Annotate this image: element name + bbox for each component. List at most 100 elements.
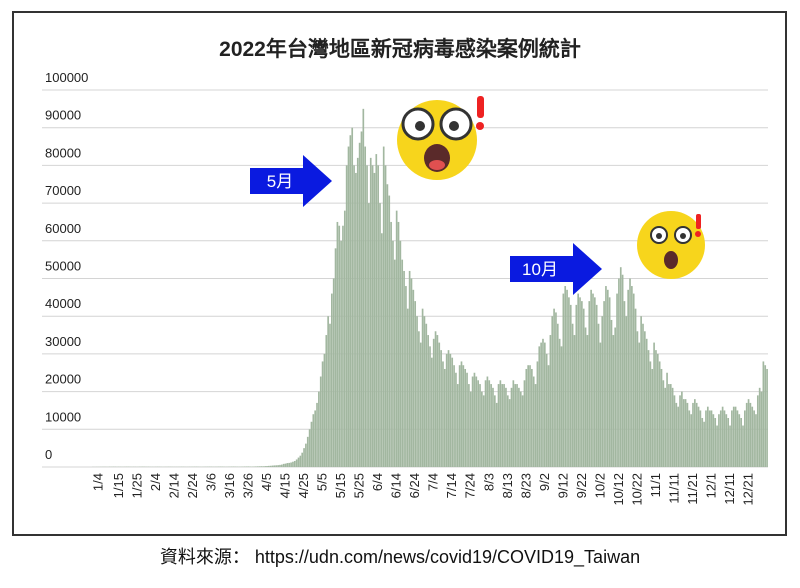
bar [703,422,705,467]
bar [561,346,563,467]
bar [755,414,757,467]
bar [598,324,600,467]
bar [374,173,376,467]
bar [470,392,472,467]
bar [524,380,526,467]
bar [490,384,492,467]
bar [466,373,468,467]
bar [481,392,483,467]
bar [448,350,450,467]
bar [429,346,431,467]
bar [453,365,455,467]
bar [587,335,589,467]
bar [553,309,555,467]
bar [642,324,644,467]
x-tick-label: 3/6 [203,473,218,491]
bar [396,211,398,467]
x-tick-label: 7/4 [426,473,441,491]
bar [498,384,500,467]
bar [511,388,513,467]
y-tick-label: 0 [45,447,52,462]
bar [575,305,577,467]
chart-title: 2022年台灣地區新冠病毒感染案例統計 [219,37,581,61]
bar [629,279,631,468]
annotation: 5月 [267,172,293,191]
bar [418,331,420,467]
bar [420,343,422,467]
bar [468,384,470,467]
bar [333,279,335,468]
x-tick-label: 2/24 [185,473,200,498]
bar [525,369,527,467]
bar [474,373,476,467]
x-tick-label: 5/5 [315,473,330,491]
bar [479,384,481,467]
bar [742,426,744,467]
bar [385,165,387,467]
bar [729,426,731,467]
bar [403,271,405,467]
bar [661,369,663,467]
x-tick-label: 10/22 [629,473,644,506]
bar [568,297,570,467]
x-tick-label: 11/21 [685,473,700,505]
emoji [637,211,705,279]
bar [475,377,477,467]
bar [416,316,418,467]
y-tick-label: 50000 [45,259,81,274]
bar [594,297,596,467]
bar [633,294,635,467]
y-tick-label: 20000 [45,372,81,387]
bar [496,403,498,467]
bar [437,335,439,467]
bar [520,392,522,467]
bar [574,335,576,467]
bar [266,466,268,467]
bar [663,380,665,467]
bar [648,350,650,467]
bar [701,418,703,467]
bar [387,184,389,467]
bar [290,462,292,467]
bar [605,286,607,467]
x-tick-label: 8/23 [518,473,533,498]
bar [279,465,281,467]
bar [713,414,715,467]
bar [450,354,452,467]
bar [283,464,285,467]
bar [457,384,459,467]
bar [366,165,368,467]
bar [440,350,442,467]
bar [401,260,403,467]
bar [314,410,316,467]
x-tick-label: 3/16 [222,473,237,498]
bar [759,388,761,467]
bar [531,369,533,467]
y-tick-label: 30000 [45,334,81,349]
bar [292,462,294,467]
bar [533,377,535,467]
bar [611,320,613,467]
bar [727,418,729,467]
bar [335,248,337,467]
bar [398,222,400,467]
bar [635,309,637,467]
bar [372,165,374,467]
y-tick-label: 90000 [45,108,81,123]
bar [477,380,479,467]
bar [309,429,311,467]
bar [692,403,694,467]
bar [592,294,594,467]
bar [659,361,661,467]
bar [305,444,307,467]
bar [688,410,690,467]
bar [407,309,409,467]
bar [472,377,474,467]
bar [298,458,300,467]
bar [624,301,626,467]
x-tick-label: 10/12 [611,473,626,506]
bar [522,395,524,467]
bar [764,365,766,467]
bar [438,343,440,467]
x-tick-label: 9/2 [537,473,552,491]
